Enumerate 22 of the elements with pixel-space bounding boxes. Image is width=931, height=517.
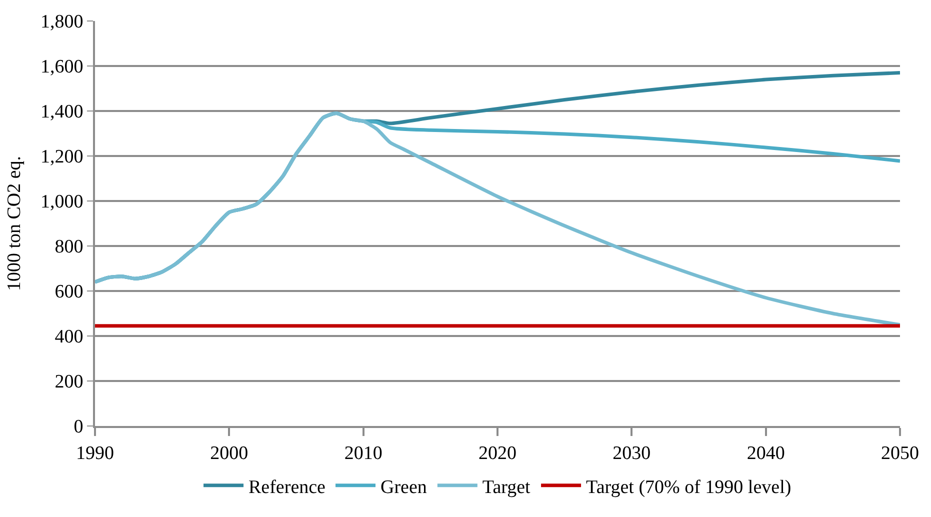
x-tick-label: 2050 <box>881 442 919 464</box>
legend-label: Target (70% of 1990 level) <box>586 476 792 498</box>
y-tick-label: 0 <box>74 416 84 438</box>
y-tick-label: 1,000 <box>40 192 84 213</box>
y-tick-label: 1,200 <box>40 146 84 168</box>
legend-label: Target <box>482 476 532 498</box>
legend-label: Reference <box>248 476 326 498</box>
y-tick-label: 600 <box>54 282 84 303</box>
x-tick-label: 2010 <box>344 442 382 464</box>
x-tick-label: 2030 <box>612 442 651 464</box>
y-tick-label: 400 <box>54 326 84 348</box>
y-tick-label: 1,400 <box>40 102 84 123</box>
y-axis-title: 1000 ton CO2 eq. <box>4 156 25 292</box>
y-tick-label: 200 <box>54 372 84 393</box>
x-tick-label: 1990 <box>76 442 114 464</box>
legend-label: Green <box>380 476 428 498</box>
x-tick-label: 2000 <box>210 442 248 464</box>
x-tick-label: 2020 <box>478 442 516 464</box>
y-tick-label: 1,600 <box>40 56 84 78</box>
y-tick-label: 800 <box>54 236 84 258</box>
x-tick-label: 2040 <box>746 442 785 464</box>
y-tick-label: 1,800 <box>40 12 84 33</box>
